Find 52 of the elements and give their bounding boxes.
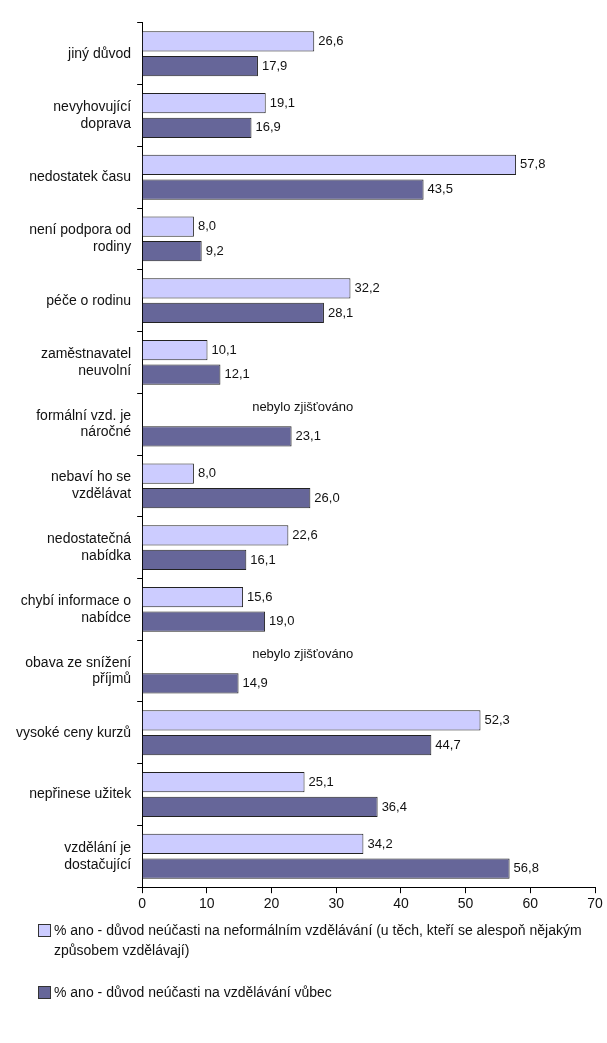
x-tick-label: 30 (328, 895, 345, 912)
data-label: 19,0 (269, 613, 295, 629)
data-label: 26,6 (318, 32, 344, 48)
y-tick-label: nedostatečná nabídka (47, 530, 132, 563)
y-tick-label: obava ze snížení příjmů (25, 653, 132, 687)
data-label: 44,7 (435, 736, 461, 752)
x-tick-label: 70 (587, 895, 603, 912)
x-tick-label: 50 (457, 895, 474, 912)
data-label: 25,1 (308, 773, 334, 789)
y-tick-label: chybí informace o nabídce (20, 591, 132, 625)
legend-label: % ano - důvod neúčasti na vzdělávání vůbec (54, 983, 332, 1002)
data-label: 8,0 (197, 218, 216, 234)
x-tick-label: 0 (138, 895, 147, 912)
data-label: 8,0 (197, 465, 216, 481)
data-label: 56,8 (513, 860, 539, 876)
annotation: nebylo zjišťováno (252, 646, 354, 662)
data-label: 57,8 (520, 156, 546, 172)
data-label: 52,3 (484, 712, 510, 728)
data-label: 34,2 (367, 835, 393, 851)
y-tick-label: nedostatek času (29, 168, 132, 185)
data-label: 10,1 (211, 341, 237, 357)
y-tick-label: péče o rodinu (46, 291, 132, 308)
data-label: 17,9 (261, 57, 288, 73)
legend-label: % ano - důvod neúčasti na neformálním vzdělávání (u těch, kteří se alespoň nějakým způsobem vzdělávají) (54, 921, 583, 960)
y-tick-label: vzdělání je dostačující (64, 838, 132, 872)
y-tick-label: nebaví ho se vzdělávat (50, 468, 132, 502)
data-label: 32,2 (354, 279, 380, 295)
x-tick-label: 40 (393, 895, 409, 912)
data-label: 19,1 (269, 94, 296, 110)
data-label: 14,9 (242, 675, 268, 691)
y-tick-label: zaměstnavatel neuvolní (40, 344, 132, 378)
data-label: 9,2 (205, 242, 224, 258)
x-tick-label: 20 (263, 895, 280, 912)
data-label: 12,1 (224, 366, 250, 382)
x-tick-label: 60 (522, 895, 539, 912)
data-label: 36,4 (381, 798, 407, 814)
data-label: 15,6 (247, 588, 273, 604)
data-label: 28,1 (327, 304, 354, 320)
y-tick-label: nepřinese užitek (29, 785, 133, 802)
x-tick-label: 10 (199, 895, 215, 912)
data-label: 16,1 (250, 551, 276, 567)
y-tick-label: formální vzd. je náročné (36, 406, 132, 440)
y-tick-label: není podpora od rodiny (29, 221, 132, 255)
data-label: 43,5 (427, 181, 453, 197)
data-label: 16,9 (255, 119, 281, 135)
y-tick-label: vysoké ceny kurzů (15, 723, 132, 740)
annotation: nebylo zjišťováno (252, 399, 354, 415)
y-tick-label: jiný důvod (67, 44, 132, 61)
data-label: 22,6 (292, 526, 318, 542)
y-tick-label: nevyhovující doprava (53, 97, 132, 131)
data-label: 26,0 (314, 489, 340, 505)
data-label: 23,1 (295, 428, 321, 444)
